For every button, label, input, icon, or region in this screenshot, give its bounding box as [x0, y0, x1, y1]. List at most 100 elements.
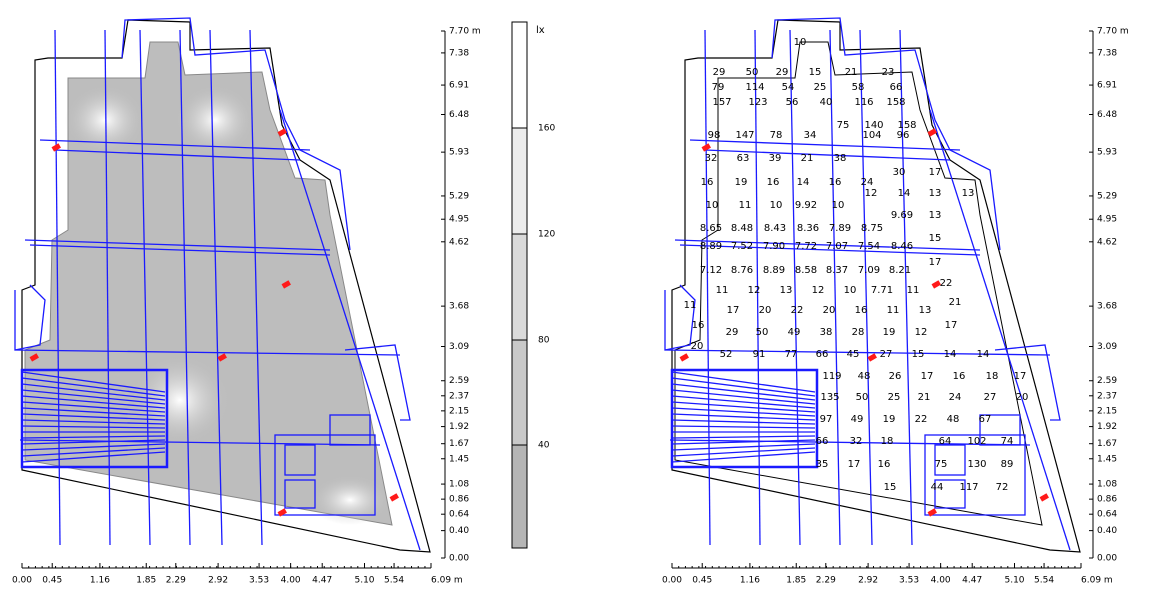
y-tick-label: 0.86 — [449, 495, 469, 505]
illuminance-value: 123 — [748, 97, 767, 108]
illuminance-value: 8.89 — [700, 241, 722, 252]
illuminance-value: 29 — [713, 67, 726, 78]
x-tick-label: 6.09 m — [1081, 576, 1113, 586]
illuminance-value: 7.09 — [858, 265, 880, 276]
x-tick-label: 0.00 — [12, 576, 32, 586]
illuminance-value: 13 — [929, 188, 942, 199]
illuminance-value: 22 — [940, 278, 953, 289]
illuminance-value: 35 — [816, 459, 829, 470]
left-plan — [15, 18, 430, 552]
illuminance-value: 7.07 — [826, 241, 848, 252]
x-tick-label: 5.10 — [354, 576, 374, 586]
illuminance-value: 104 — [862, 130, 881, 141]
illuminance-value: 10 — [832, 200, 845, 211]
illuminance-value: 78 — [770, 130, 783, 141]
x-tick-label: 4.00 — [931, 576, 951, 586]
y-tick-label: 5.29 — [1097, 191, 1117, 201]
illuminance-value: 89 — [1001, 459, 1014, 470]
illuminance-value: 50 — [756, 327, 769, 338]
illuminance-value: 13 — [780, 285, 793, 296]
illuminance-value: 21 — [845, 67, 858, 78]
illuminance-value: 75 — [837, 120, 850, 131]
illuminance-value: 7.89 — [829, 223, 851, 234]
illuminance-value: 147 — [735, 130, 754, 141]
illuminance-value: 8.76 — [731, 265, 753, 276]
illuminance-value: 21 — [918, 392, 931, 403]
x-tick-label: 6.09 m — [431, 576, 463, 586]
illuminance-value: 27 — [984, 392, 997, 403]
illuminance-value: 11 — [907, 285, 920, 296]
illuminance-value: 7.71 — [871, 285, 893, 296]
illuminance-value: 16 — [829, 177, 842, 188]
illuminance-value: 157 — [712, 97, 731, 108]
illuminance-value: 7.90 — [763, 241, 785, 252]
illuminance-value: 45 — [847, 349, 860, 360]
illuminance-value: 7.12 — [700, 265, 722, 276]
y-tick-label: 6.91 — [449, 81, 469, 91]
illuminance-value: 29 — [726, 327, 739, 338]
illuminance-value: 50 — [746, 67, 759, 78]
illuminance-value: 10 — [706, 200, 719, 211]
y-tick-label: 4.62 — [1097, 237, 1117, 247]
illuminance-value: 24 — [949, 392, 962, 403]
illuminance-value: 17 — [848, 459, 861, 470]
illuminance-value: 8.48 — [731, 223, 753, 234]
y-tick-label: 2.37 — [449, 391, 469, 401]
y-tick-label: 1.08 — [449, 480, 469, 490]
x-tick-label: 5.54 — [384, 576, 404, 586]
illuminance-value: 18 — [881, 436, 894, 447]
y-tick-label: 2.59 — [1097, 376, 1117, 386]
illuminance-value: 18 — [986, 371, 999, 382]
y-tick-label: 7.70 m — [449, 27, 481, 37]
illuminance-value: 7.52 — [731, 241, 753, 252]
y-tick-label: 3.09 — [1097, 342, 1117, 352]
y-tick-label: 7.38 — [1097, 48, 1117, 58]
illuminance-value: 32 — [705, 153, 718, 164]
y-tick-label: 1.92 — [1097, 422, 1117, 432]
y-tick-label: 1.08 — [1097, 480, 1117, 490]
illuminance-value: 27 — [880, 349, 893, 360]
illuminance-value: 66 — [816, 436, 829, 447]
x-tick-label: 0.45 — [42, 576, 62, 586]
y-tick-label: 1.92 — [449, 422, 469, 432]
x-tick-label: 4.47 — [312, 576, 332, 586]
illuminance-value: 19 — [735, 177, 748, 188]
illuminance-value: 16 — [692, 320, 705, 331]
illuminance-value: 16 — [701, 177, 714, 188]
illuminance-value: 16 — [767, 177, 780, 188]
illuminance-value: 17 — [1014, 371, 1027, 382]
y-tick-label: 4.95 — [449, 215, 469, 225]
legend-band — [512, 128, 527, 234]
x-tick-label: 2.29 — [166, 576, 186, 586]
x-tick-label: 0.45 — [692, 576, 712, 586]
x-tick-label: 2.92 — [858, 576, 878, 586]
x-tick-label: 1.85 — [136, 576, 156, 586]
illuminance-value: 97 — [820, 414, 833, 425]
illuminance-value: 17 — [727, 305, 740, 316]
illuminance-value: 15 — [912, 349, 925, 360]
x-tick-label: 5.54 — [1034, 576, 1054, 586]
y-tick-label: 0.64 — [1097, 510, 1117, 520]
illuminance-value: 16 — [878, 459, 891, 470]
illuminance-value: 21 — [949, 297, 962, 308]
illuminance-value: 56 — [786, 97, 799, 108]
illuminance-value: 16 — [953, 371, 966, 382]
illuminance-value: 44 — [931, 482, 944, 493]
illuminance-value: 10 — [844, 285, 857, 296]
y-tick-label: 2.37 — [1097, 391, 1117, 401]
illuminance-value: 15 — [809, 67, 822, 78]
illuminance-value: 17 — [929, 167, 942, 178]
y-tick-label: 2.59 — [449, 376, 469, 386]
x-tick-label: 5.10 — [1004, 576, 1024, 586]
luminance-view: lx 7.70 m7.386.916.485.935.294.954.623.6… — [0, 0, 1155, 594]
illuminance-value: 66 — [890, 82, 903, 93]
y-tick-label: 5.93 — [1097, 148, 1117, 158]
illuminance-value: 49 — [851, 414, 864, 425]
illuminance-value: 135 — [820, 392, 839, 403]
illuminance-value: 114 — [745, 82, 764, 93]
illuminance-value: 12 — [915, 327, 928, 338]
illuminance-value: 91 — [753, 349, 766, 360]
illuminance-value: 12 — [865, 188, 878, 199]
y-tick-label: 7.70 m — [1097, 27, 1129, 37]
x-tick-label: 3.53 — [249, 576, 269, 586]
